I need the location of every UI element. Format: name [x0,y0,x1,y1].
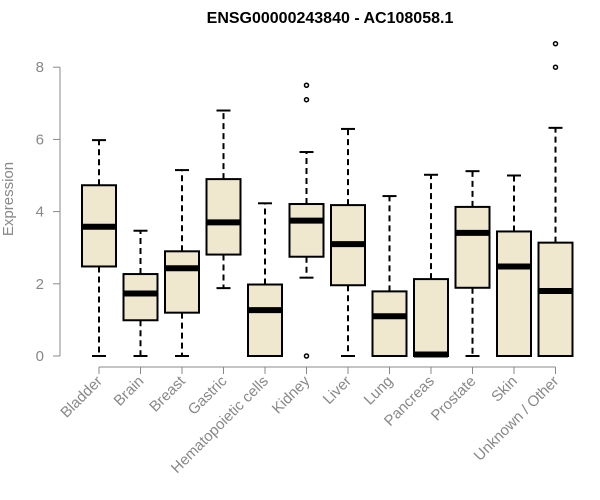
box-group [537,40,574,357]
x-category-label: Brain [111,373,148,410]
box-group [496,174,532,357]
box [371,290,408,358]
box [205,178,242,256]
y-tick-label: 4 [36,204,44,221]
box [537,241,574,357]
box-group [454,170,491,357]
box-group [371,195,408,358]
box [288,203,325,258]
outlier-point [303,82,310,88]
box-group [330,127,366,357]
box [164,250,200,314]
outlier-point [552,64,559,70]
outlier-point [303,96,310,103]
box-group [122,229,159,357]
box-group [81,139,117,357]
y-tick-label: 0 [36,348,44,365]
box-group [288,82,325,359]
x-category-label: Breast [146,372,189,415]
x-category-label: Kidney [269,372,314,417]
box-group [205,109,242,290]
outlier-point [552,40,559,47]
box-group [247,202,283,357]
box-group [164,169,200,357]
x-category-label: Bladder [57,373,106,422]
x-category-label: Skin [488,373,521,406]
y-tick-label: 2 [36,276,44,293]
box [122,273,159,322]
x-category-label: Liver [320,373,355,408]
chart-title: ENSG00000243840 - AC108058.1 [207,10,454,27]
box [247,283,283,357]
y-tick-label: 6 [36,131,44,148]
y-axis: 0 2 4 6 8 [36,59,61,365]
box-group [413,173,449,358]
box [496,230,532,357]
y-tick-label: 8 [36,59,44,76]
box-series [81,40,574,359]
y-axis-label: Expression [0,162,17,236]
box [413,278,449,357]
x-category-label: Lung [361,373,397,409]
box [454,205,491,289]
outlier-point [303,353,310,359]
x-category-label: Prostate [428,373,480,425]
